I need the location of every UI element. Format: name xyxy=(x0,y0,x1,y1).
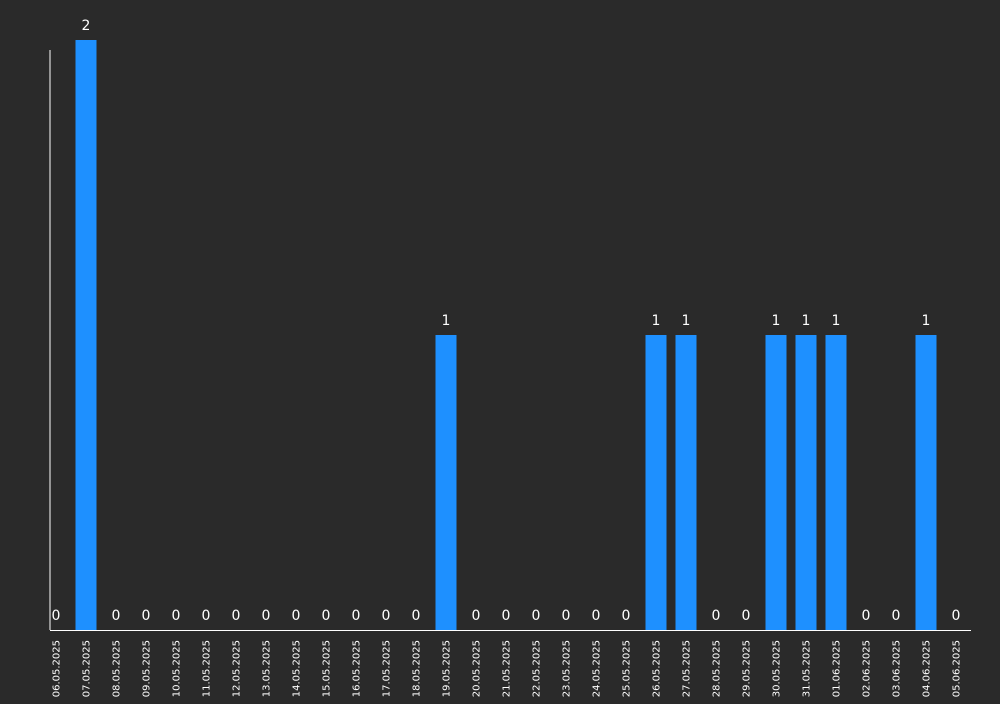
x-tick-label-03.06.2025: 03.06.2025 xyxy=(892,640,903,697)
x-tick-label-10.05.2025: 10.05.2025 xyxy=(172,640,183,697)
x-tick-label-22.05.2025: 22.05.2025 xyxy=(532,640,543,697)
x-tick-label-12.05.2025: 12.05.2025 xyxy=(232,640,243,697)
value-label-16.05.2025: 0 xyxy=(352,608,361,624)
value-label-01.06.2025: 1 xyxy=(832,313,841,329)
x-tick-label-13.05.2025: 13.05.2025 xyxy=(262,640,273,697)
x-tick-label-30.05.2025: 30.05.2025 xyxy=(772,640,783,697)
x-tick-label-29.05.2025: 29.05.2025 xyxy=(742,640,753,697)
x-tick-label-24.05.2025: 24.05.2025 xyxy=(592,640,603,697)
value-label-27.05.2025: 1 xyxy=(682,313,691,329)
bar-04.06.2025 xyxy=(915,335,937,630)
x-tick-label-08.05.2025: 08.05.2025 xyxy=(112,640,123,697)
x-tick-label-20.05.2025: 20.05.2025 xyxy=(472,640,483,697)
value-label-18.05.2025: 0 xyxy=(412,608,421,624)
x-tick-label-25.05.2025: 25.05.2025 xyxy=(622,640,633,697)
value-label-26.05.2025: 1 xyxy=(652,313,661,329)
x-tick-label-01.06.2025: 01.06.2025 xyxy=(832,640,843,697)
x-tick-label-07.05.2025: 07.05.2025 xyxy=(82,640,93,697)
bar-27.05.2025 xyxy=(675,335,697,630)
value-label-02.06.2025: 0 xyxy=(862,608,871,624)
value-label-31.05.2025: 1 xyxy=(802,313,811,329)
bar-01.06.2025 xyxy=(825,335,847,630)
value-label-17.05.2025: 0 xyxy=(382,608,391,624)
x-tick-label-16.05.2025: 16.05.2025 xyxy=(352,640,363,697)
x-tick-label-17.05.2025: 17.05.2025 xyxy=(382,640,393,697)
value-label-03.06.2025: 0 xyxy=(892,608,901,624)
x-tick-label-28.05.2025: 28.05.2025 xyxy=(712,640,723,697)
x-tick-label-26.05.2025: 26.05.2025 xyxy=(652,640,663,697)
bar-19.05.2025 xyxy=(435,335,457,630)
value-label-24.05.2025: 0 xyxy=(592,608,601,624)
x-tick-label-02.06.2025: 02.06.2025 xyxy=(862,640,873,697)
value-label-22.05.2025: 0 xyxy=(532,608,541,624)
value-label-10.05.2025: 0 xyxy=(172,608,181,624)
value-label-06.05.2025: 0 xyxy=(52,608,61,624)
value-label-14.05.2025: 0 xyxy=(292,608,301,624)
value-label-20.05.2025: 0 xyxy=(472,608,481,624)
x-tick-label-21.05.2025: 21.05.2025 xyxy=(502,640,513,697)
bar-31.05.2025 xyxy=(795,335,817,630)
bar-30.05.2025 xyxy=(765,335,787,630)
value-label-07.05.2025: 2 xyxy=(82,18,91,34)
value-label-13.05.2025: 0 xyxy=(262,608,271,624)
value-label-04.06.2025: 1 xyxy=(922,313,931,329)
value-label-30.05.2025: 1 xyxy=(772,313,781,329)
x-tick-label-15.05.2025: 15.05.2025 xyxy=(322,640,333,697)
value-label-09.05.2025: 0 xyxy=(142,608,151,624)
value-label-19.05.2025: 1 xyxy=(442,313,451,329)
value-label-08.05.2025: 0 xyxy=(112,608,121,624)
x-tick-label-19.05.2025: 19.05.2025 xyxy=(442,640,453,697)
x-tick-labels-layer: 06.05.2025 07.05.2025 08.05.2025 09.05.2025… xyxy=(52,640,963,697)
value-label-12.05.2025: 0 xyxy=(232,608,241,624)
value-label-23.05.2025: 0 xyxy=(562,608,571,624)
x-tick-label-18.05.2025: 18.05.2025 xyxy=(412,640,423,697)
x-tick-label-09.05.2025: 09.05.2025 xyxy=(142,640,153,697)
bars-layer xyxy=(75,40,937,630)
x-tick-label-11.05.2025: 11.05.2025 xyxy=(202,640,213,697)
bar-26.05.2025 xyxy=(645,335,667,630)
value-label-25.05.2025: 0 xyxy=(622,608,631,624)
value-label-28.05.2025: 0 xyxy=(712,608,721,624)
value-label-29.05.2025: 0 xyxy=(742,608,751,624)
x-tick-label-06.05.2025: 06.05.2025 xyxy=(52,640,63,697)
value-label-21.05.2025: 0 xyxy=(502,608,511,624)
value-label-11.05.2025: 0 xyxy=(202,608,211,624)
x-tick-label-05.06.2025: 05.06.2025 xyxy=(952,640,963,697)
x-tick-label-31.05.2025: 31.05.2025 xyxy=(802,640,813,697)
value-label-05.06.2025: 0 xyxy=(952,608,961,624)
x-tick-label-27.05.2025: 27.05.2025 xyxy=(682,640,693,697)
x-tick-label-14.05.2025: 14.05.2025 xyxy=(292,640,303,697)
value-labels-layer: 0 2 0 0 0 0 0 0 0 0 0 0 0 1 0 0 0 0 0 0 1 1 0 0 1 1 1 0 0 1 0 xyxy=(52,18,961,624)
bar-07.05.2025 xyxy=(75,40,97,630)
value-label-15.05.2025: 0 xyxy=(322,608,331,624)
x-tick-label-04.06.2025: 04.06.2025 xyxy=(922,640,933,697)
x-tick-label-23.05.2025: 23.05.2025 xyxy=(562,640,573,697)
